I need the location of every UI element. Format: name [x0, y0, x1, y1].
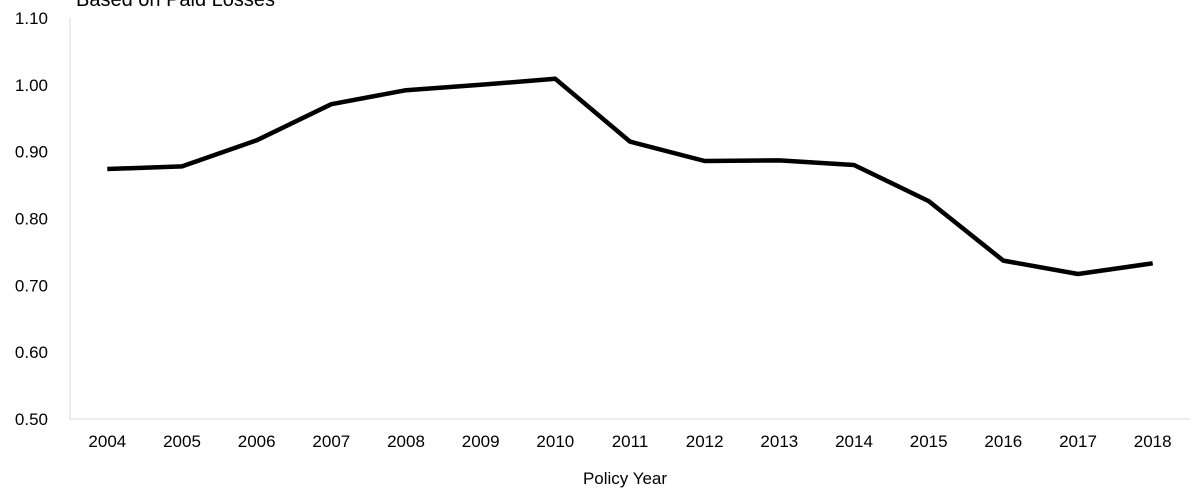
chart-title: Based on Paid Losses [76, 0, 275, 11]
y-tick-label: 0.50 [15, 410, 48, 429]
y-tick-label: 1.10 [15, 9, 48, 28]
x-tick-label: 2015 [910, 432, 948, 451]
x-tick-label: 2008 [387, 432, 425, 451]
x-tick-label: 2004 [88, 432, 126, 451]
x-tick-label: 2006 [238, 432, 276, 451]
x-tick-label: 2016 [984, 432, 1022, 451]
x-axis-title: Policy Year [583, 469, 667, 488]
y-tick-label: 0.60 [15, 343, 48, 362]
x-tick-label: 2011 [612, 432, 649, 451]
x-tick-label: 2010 [536, 432, 574, 451]
series-line [107, 76, 1154, 277]
x-tick-label: 2018 [1134, 432, 1172, 451]
y-tick-label: 0.70 [15, 276, 48, 295]
x-axis: 2004 2005 2006 2007 2008 2009 2010 2011 2012 2013… [70, 418, 1190, 451]
y-tick-label: 0.90 [15, 143, 48, 162]
x-tick-label: 2013 [760, 432, 798, 451]
x-tick-label: 2014 [835, 432, 873, 451]
x-tick-label: 2012 [686, 432, 724, 451]
x-tick-label: 2017 [1059, 432, 1097, 451]
x-tick-label: 2007 [312, 432, 350, 451]
series-layer [107, 76, 1154, 277]
y-tick-label: 1.00 [15, 76, 48, 95]
y-axis: 0.50 0.60 0.70 0.80 0.90 1.00 1.10 [15, 9, 71, 429]
x-tick-label: 2009 [462, 432, 500, 451]
x-tick-label: 2005 [163, 432, 201, 451]
y-tick-label: 0.80 [15, 210, 48, 229]
